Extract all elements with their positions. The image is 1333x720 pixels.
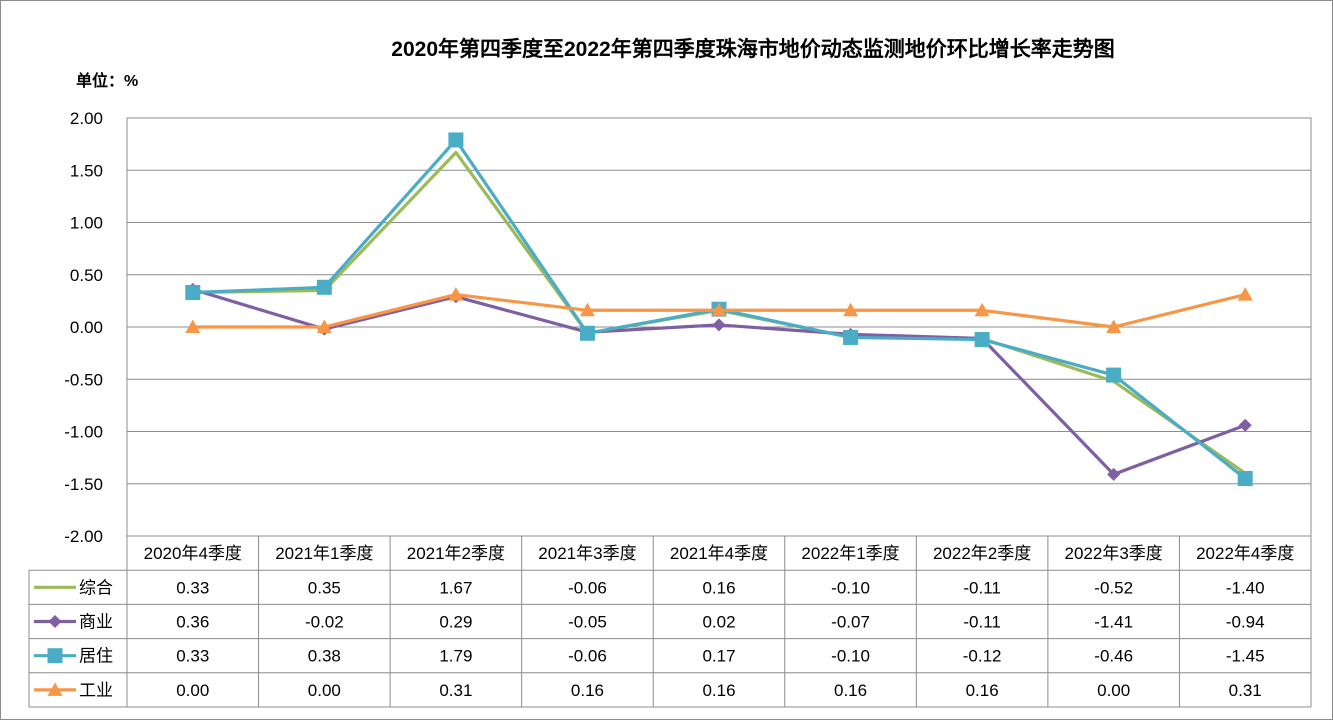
x-category-label: 2022年4季度 — [1196, 544, 1294, 563]
data-point — [1106, 319, 1122, 333]
x-category-label: 2020年4季度 — [144, 544, 242, 563]
data-point — [1237, 287, 1253, 301]
legend-label: 居住 — [79, 647, 113, 666]
x-category-label: 2021年2季度 — [407, 544, 505, 563]
y-tick-label: 2.00 — [70, 109, 103, 128]
x-category-label: 2022年3季度 — [1065, 544, 1163, 563]
table-value: 0.38 — [308, 647, 341, 666]
data-point — [448, 287, 464, 301]
data-point — [1106, 367, 1122, 383]
table-value: 1.79 — [439, 647, 472, 666]
table-value: -0.07 — [831, 613, 870, 632]
table-value: -0.05 — [568, 613, 607, 632]
data-point — [316, 319, 332, 333]
axis-labels: 2.00 1.50 1.00 0.50 0.00 -0.50 -1.00 -1.50 -2.00… — [64, 109, 1294, 700]
table-value: 0.36 — [176, 613, 209, 632]
table-value: -0.11 — [963, 613, 1001, 632]
data-point — [843, 302, 859, 317]
x-category-label: 2021年1季度 — [275, 544, 373, 563]
table-value: -0.10 — [831, 647, 870, 666]
table-value: -0.12 — [963, 647, 1002, 666]
x-category-label: 2021年4季度 — [670, 544, 768, 563]
data-point — [579, 325, 595, 341]
table-value: -1.45 — [1226, 647, 1265, 666]
table-value: 0.29 — [439, 613, 472, 632]
plot-series — [185, 132, 1253, 487]
y-tick-label: -1.00 — [64, 423, 103, 442]
table-value: 0.00 — [308, 681, 341, 700]
table-value: 0.16 — [702, 681, 735, 700]
table-value: 0.35 — [308, 578, 341, 597]
table-value: -0.94 — [1226, 613, 1265, 632]
y-tick-label: 0.00 — [70, 318, 103, 337]
table-value: 0.16 — [834, 681, 867, 700]
table-value: -0.06 — [568, 578, 607, 597]
data-point — [47, 648, 63, 664]
table-value: -0.06 — [568, 647, 607, 666]
data-point — [579, 302, 595, 317]
table-value: -0.52 — [1094, 578, 1133, 597]
data-point — [48, 615, 62, 628]
table-value: 0.31 — [1229, 681, 1262, 700]
data-point — [185, 285, 201, 301]
table-value: 0.33 — [176, 647, 209, 666]
data-point — [974, 302, 990, 317]
table-value: -0.46 — [1094, 647, 1133, 666]
data-point — [712, 318, 726, 332]
unit-label: 单位：% — [76, 71, 138, 90]
y-tick-label: -0.50 — [64, 370, 103, 389]
data-point — [185, 319, 201, 333]
y-tick-label: -2.00 — [64, 527, 103, 546]
series-line-1 — [192, 287, 1246, 476]
y-tick-label: 1.50 — [70, 161, 103, 180]
table-value: 0.31 — [439, 681, 472, 700]
x-category-label: 2022年2季度 — [933, 544, 1031, 563]
data-point — [1107, 467, 1121, 481]
table-value: 0.33 — [176, 578, 209, 597]
table-value: -1.40 — [1226, 578, 1265, 597]
table-value: 0.02 — [702, 613, 735, 632]
table-value: 0.16 — [702, 578, 735, 597]
data-point — [843, 329, 859, 345]
data-point — [47, 682, 63, 696]
legend-label: 综合 — [79, 578, 113, 597]
chart-title: 2020年第四季度至2022年第四季度珠海市地价动态监测地价环比增长率走势图 — [391, 37, 1114, 61]
y-tick-label: -1.50 — [64, 475, 103, 494]
x-category-label: 2021年3季度 — [538, 544, 636, 563]
table-value: 0.16 — [966, 681, 999, 700]
table-value: 0.00 — [176, 681, 209, 700]
table-value: 0.17 — [702, 647, 735, 666]
table-value: -0.02 — [305, 613, 344, 632]
data-point — [316, 279, 332, 295]
x-category-label: 2022年1季度 — [801, 544, 899, 563]
table-value: -0.10 — [831, 578, 870, 597]
data-point — [448, 132, 464, 148]
data-point — [1237, 471, 1253, 487]
table-value: -0.11 — [963, 578, 1001, 597]
legend-label: 商业 — [79, 613, 113, 632]
table-value: 0.00 — [1097, 681, 1130, 700]
y-tick-label: 0.50 — [70, 266, 103, 285]
data-table — [28, 535, 1312, 708]
legend-label: 工业 — [79, 681, 113, 700]
y-tick-label: 1.00 — [70, 214, 103, 233]
data-point — [1238, 418, 1252, 432]
table-value: -1.41 — [1094, 613, 1133, 632]
data-point — [711, 302, 727, 317]
table-value: 0.16 — [571, 681, 604, 700]
table-value: 1.67 — [439, 578, 472, 597]
data-point — [974, 332, 990, 348]
